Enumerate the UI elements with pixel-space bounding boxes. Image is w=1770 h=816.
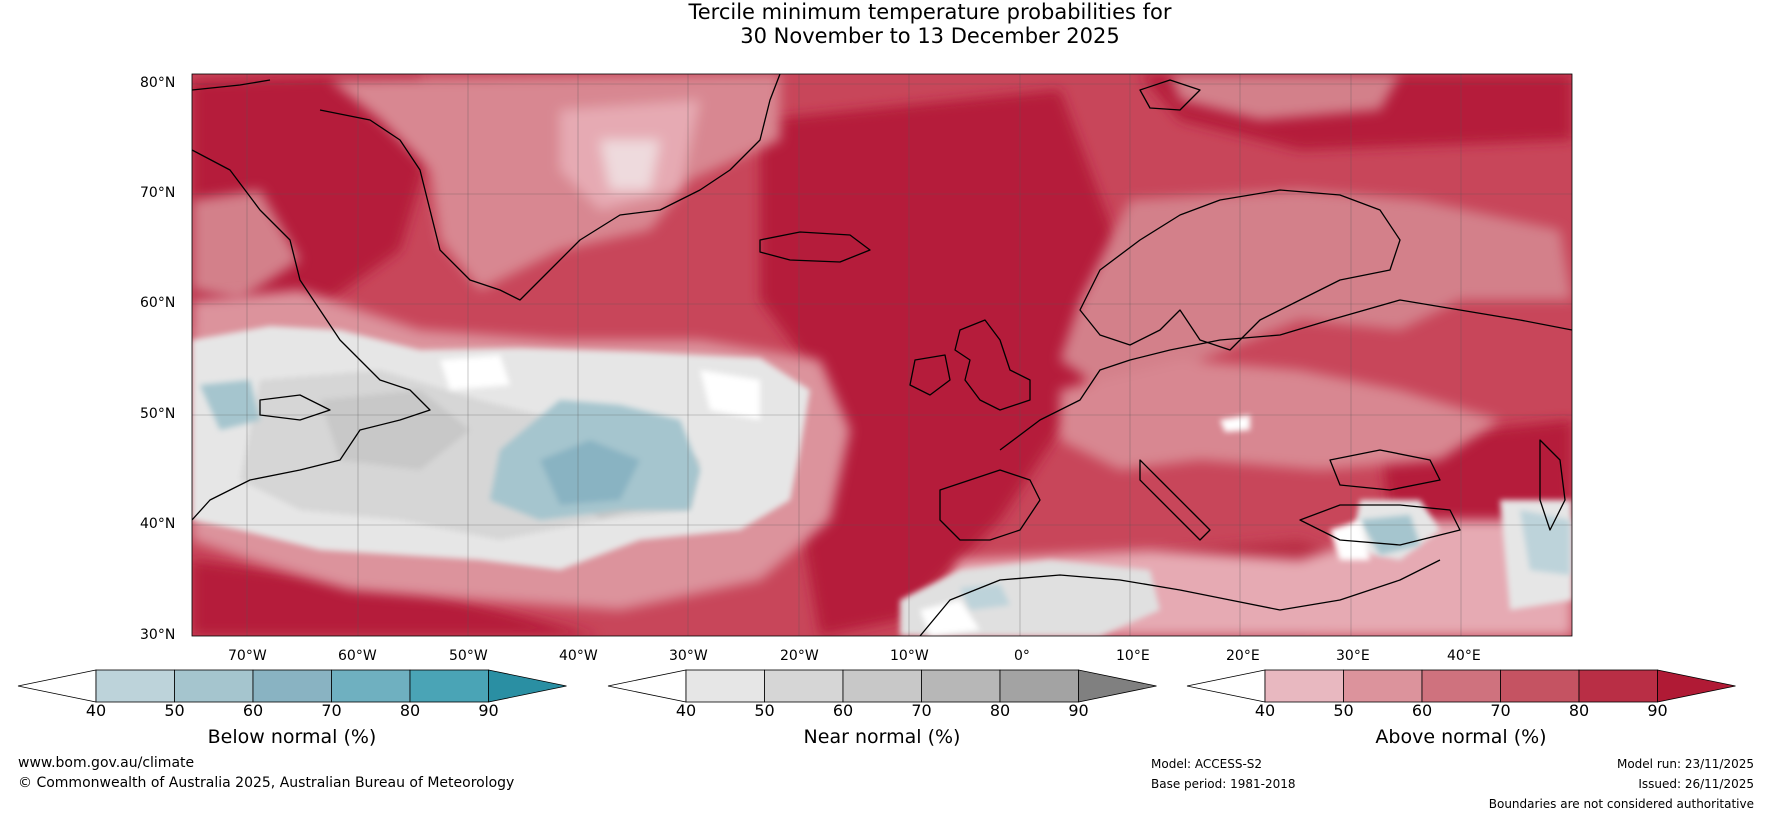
- above-normal-tick-60: 60: [1411, 701, 1433, 720]
- below-normal-region: [200, 380, 1570, 610]
- below-normal-bin-2: [174, 669, 254, 703]
- below-normal-tick-60: 60: [242, 701, 264, 720]
- map-area: [191, 73, 1573, 637]
- below-normal-extend-low: [17, 669, 97, 703]
- above-normal-bin-1: [1264, 669, 1344, 703]
- above-normal-tick-80: 80: [1568, 701, 1590, 720]
- map-frame: [191, 73, 1573, 637]
- colorbars: [17, 669, 1736, 703]
- colorbar-below-normal: [17, 669, 567, 703]
- below-normal-bin-1: [95, 669, 175, 703]
- coastlines: [192, 74, 1572, 636]
- model-text: Model: ACCESS-S2: [1151, 757, 1263, 771]
- above-normal-tick-40: 40: [1254, 701, 1276, 720]
- near-normal-bin-2: [764, 669, 844, 703]
- title-line-2: 30 November to 13 December 2025: [740, 24, 1120, 48]
- lon-label-40e: 40°E: [1447, 648, 1481, 664]
- lon-label-10w: 10°W: [890, 648, 929, 664]
- below-normal-bin-4: [331, 669, 411, 703]
- gridlines: [192, 74, 1572, 636]
- above-normal-bin-5: [1578, 669, 1658, 703]
- near-normal-tick-60: 60: [832, 701, 854, 720]
- near-normal-bin-5: [999, 669, 1079, 703]
- near-normal-bin-4: [921, 669, 1001, 703]
- above-normal-extend-high: [1657, 669, 1736, 703]
- above-normal-tick-90: 90: [1647, 701, 1668, 720]
- near-normal-tick-90: 90: [1068, 701, 1089, 720]
- near-normal-extend-high: [1078, 669, 1157, 703]
- below-normal-bin-3: [252, 669, 332, 703]
- copyright-text: © Commonwealth of Australia 2025, Austra…: [18, 775, 515, 791]
- lon-label-30e: 30°E: [1336, 648, 1370, 664]
- lat-label-30n: 30°N: [140, 627, 176, 643]
- lat-label-70n: 70°N: [140, 185, 176, 201]
- white-patches: [440, 355, 1370, 636]
- near-normal-tick-70: 70: [911, 701, 932, 720]
- near-normal-extend-low: [607, 669, 687, 703]
- base-period-text: Base period: 1981-2018: [1151, 777, 1296, 791]
- near-normal-bin-1: [685, 669, 765, 703]
- lon-label-20w: 20°W: [780, 648, 819, 664]
- near-normal-tick-80: 80: [989, 701, 1011, 720]
- lon-label-0: 0°: [1014, 648, 1030, 664]
- website-link[interactable]: www.bom.gov.au/climate: [18, 755, 195, 771]
- colorbar-above-normal: [1186, 669, 1736, 703]
- colorbar-near-normal: [607, 669, 1157, 703]
- lat-label-50n: 50°N: [140, 406, 176, 422]
- forecast-map: [191, 73, 1573, 637]
- map-title: Tercile minimum temperature probabilitie…: [0, 0, 1770, 48]
- issued-text: Issued: 26/11/2025: [1638, 777, 1754, 791]
- colorbar-title-near: Near normal (%): [803, 726, 961, 748]
- below-normal-bin-5: [409, 669, 489, 703]
- lat-label-60n: 60°N: [140, 295, 176, 311]
- lat-label-80n: 80°N: [140, 75, 176, 91]
- model-run-text: Model run: 23/11/2025: [1616, 757, 1754, 771]
- near-normal-bin-3: [842, 669, 922, 703]
- colorbar-title-above: Above normal (%): [1375, 726, 1547, 748]
- lon-label-20e: 20°E: [1226, 648, 1260, 664]
- above-normal-bin-3: [1421, 669, 1501, 703]
- below-normal-tick-80: 80: [399, 701, 421, 720]
- above-normal-bin-4: [1500, 669, 1580, 703]
- lon-label-60w: 60°W: [338, 648, 377, 664]
- near-normal-tick-40: 40: [675, 701, 697, 720]
- below-normal-tick-40: 40: [85, 701, 107, 720]
- below-normal-tick-90: 90: [478, 701, 499, 720]
- above-normal-bin-2: [1343, 669, 1423, 703]
- title-line-1: Tercile minimum temperature probabilitie…: [688, 0, 1172, 24]
- lon-label-10e: 10°E: [1116, 648, 1150, 664]
- near-normal-tick-50: 50: [754, 701, 775, 720]
- lon-label-70w: 70°W: [228, 648, 267, 664]
- below-normal-tick-50: 50: [164, 701, 185, 720]
- above-normal-tick-50: 50: [1333, 701, 1354, 720]
- lat-label-40n: 40°N: [140, 516, 176, 532]
- above-normal-tick-70: 70: [1490, 701, 1511, 720]
- lon-label-50w: 50°W: [449, 648, 488, 664]
- above-normal-extend-low: [1186, 669, 1266, 703]
- colorbar-title-below: Below normal (%): [207, 726, 377, 748]
- below-normal-extend-high: [488, 669, 567, 703]
- lon-label-30w: 30°W: [669, 648, 708, 664]
- lon-label-40w: 40°W: [559, 648, 598, 664]
- probability-field: [192, 74, 1572, 636]
- disclaimer-text: Boundaries are not considered authoritat…: [1488, 797, 1754, 811]
- below-normal-tick-70: 70: [321, 701, 342, 720]
